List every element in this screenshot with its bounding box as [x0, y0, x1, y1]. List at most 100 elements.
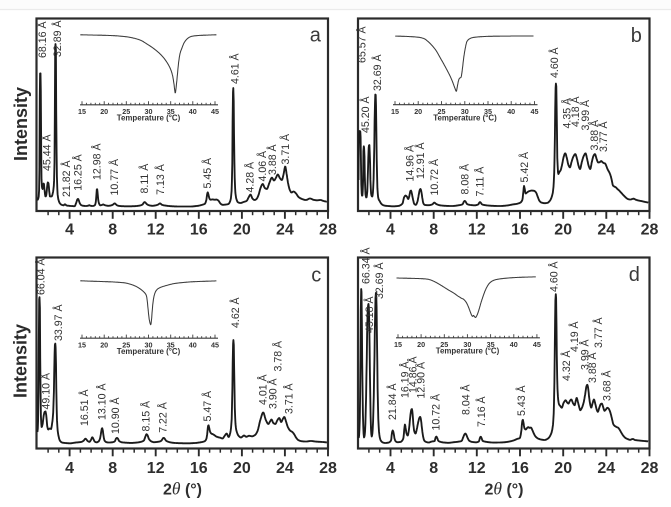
svg-text:20: 20 [554, 221, 572, 238]
svg-text:Intensity: Intensity [11, 324, 31, 398]
svg-text:20: 20 [417, 340, 425, 349]
svg-text:21.82 Å: 21.82 Å [60, 160, 73, 197]
svg-text:16.25 Å: 16.25 Å [71, 153, 84, 190]
svg-text:45: 45 [533, 340, 541, 349]
svg-text:49.10 Å: 49.10 Å [39, 372, 52, 409]
svg-text:45.18 Å: 45.18 Å [363, 296, 376, 333]
svg-text:4.60 Å: 4.60 Å [548, 260, 561, 292]
svg-text:12: 12 [468, 460, 486, 477]
svg-text:28: 28 [641, 460, 659, 477]
svg-text:40: 40 [507, 107, 515, 116]
svg-text:12: 12 [147, 221, 165, 238]
svg-text:3.77 Å: 3.77 Å [597, 120, 610, 152]
svg-text:24: 24 [597, 221, 615, 238]
svg-text:35: 35 [167, 341, 175, 350]
svg-text:4.62 Å: 4.62 Å [229, 296, 242, 328]
svg-text:8: 8 [108, 221, 117, 238]
svg-text:15: 15 [78, 107, 86, 116]
svg-text:16.19 Å: 16.19 Å [399, 361, 412, 398]
svg-text:25: 25 [440, 340, 448, 349]
svg-text:2θ (°): 2θ (°) [484, 478, 523, 498]
svg-text:10.72 Å: 10.72 Å [430, 393, 443, 430]
svg-text:4.32 Å: 4.32 Å [560, 349, 573, 381]
svg-text:5.43 Å: 5.43 Å [515, 384, 528, 416]
svg-text:Temperature (°C): Temperature (°C) [117, 114, 181, 123]
svg-text:25: 25 [122, 341, 130, 350]
svg-text:20: 20 [233, 221, 251, 238]
svg-text:4.18 Å: 4.18 Å [569, 95, 582, 127]
svg-text:66.04 Å: 66.04 Å [35, 258, 48, 295]
svg-text:12: 12 [147, 460, 165, 477]
svg-text:16: 16 [190, 221, 208, 238]
svg-text:7.13 Å: 7.13 Å [154, 163, 167, 195]
svg-text:2θ (°): 2θ (°) [163, 478, 202, 498]
svg-text:4: 4 [65, 460, 74, 477]
svg-text:12.90 Å: 12.90 Å [414, 361, 427, 398]
svg-text:16: 16 [511, 221, 529, 238]
svg-text:35: 35 [167, 107, 175, 116]
svg-text:Intensity: Intensity [11, 87, 31, 161]
svg-text:40: 40 [189, 341, 197, 350]
svg-text:28: 28 [319, 221, 337, 238]
svg-text:45: 45 [211, 107, 219, 116]
svg-text:14.86 Å: 14.86 Å [406, 356, 419, 393]
svg-text:30: 30 [463, 340, 471, 349]
svg-text:30: 30 [461, 107, 469, 116]
svg-text:12: 12 [468, 221, 486, 238]
svg-text:25: 25 [438, 107, 446, 116]
svg-text:40: 40 [189, 107, 197, 116]
svg-text:30: 30 [145, 107, 153, 116]
svg-text:45: 45 [531, 107, 539, 116]
svg-text:68.16 Å: 68.16 Å [36, 21, 49, 58]
svg-text:8: 8 [108, 460, 117, 477]
svg-text:33.97 Å: 33.97 Å [52, 304, 65, 341]
svg-text:4.28 Å: 4.28 Å [243, 161, 256, 193]
svg-text:15: 15 [394, 340, 402, 349]
svg-text:4.60 Å: 4.60 Å [548, 46, 561, 78]
svg-text:10.90 Å: 10.90 Å [109, 397, 122, 434]
svg-text:28: 28 [319, 460, 337, 477]
svg-text:4: 4 [386, 221, 395, 238]
svg-text:Temperature (°C): Temperature (°C) [117, 347, 181, 356]
svg-text:3.68 Å: 3.68 Å [601, 369, 614, 401]
svg-text:20: 20 [233, 460, 251, 477]
svg-text:13.10 Å: 13.10 Å [95, 383, 108, 420]
svg-text:5.47 Å: 5.47 Å [201, 390, 214, 422]
svg-text:32.89 Å: 32.89 Å [51, 20, 64, 57]
svg-text:28: 28 [641, 221, 659, 238]
svg-text:16: 16 [511, 460, 529, 477]
svg-text:8.15 Å: 8.15 Å [139, 400, 152, 432]
svg-text:d: d [629, 264, 640, 286]
svg-text:20: 20 [414, 107, 422, 116]
svg-text:c: c [311, 264, 321, 286]
svg-text:20: 20 [100, 341, 108, 350]
svg-text:a: a [310, 24, 322, 46]
svg-text:32.69 Å: 32.69 Å [371, 54, 384, 91]
svg-text:45.20 Å: 45.20 Å [359, 96, 372, 133]
svg-text:b: b [631, 25, 642, 47]
svg-text:5.45 Å: 5.45 Å [201, 157, 214, 189]
svg-text:4.06 Å: 4.06 Å [256, 150, 269, 182]
svg-text:45: 45 [211, 341, 219, 350]
svg-text:3.90 Å: 3.90 Å [266, 377, 279, 409]
svg-text:4.35 Å: 4.35 Å [561, 97, 574, 129]
svg-text:Temperature (°C): Temperature (°C) [436, 347, 500, 356]
svg-text:32.69 Å: 32.69 Å [373, 262, 386, 299]
svg-text:12.91 Å: 12.91 Å [414, 142, 427, 179]
svg-text:3.78 Å: 3.78 Å [272, 340, 285, 372]
svg-text:10.77 Å: 10.77 Å [108, 158, 121, 195]
svg-text:40: 40 [510, 340, 518, 349]
svg-text:20: 20 [554, 460, 572, 477]
svg-text:24: 24 [597, 460, 615, 477]
svg-text:21.84 Å: 21.84 Å [386, 383, 399, 420]
svg-text:4.01 Å: 4.01 Å [256, 373, 269, 405]
svg-text:15: 15 [78, 341, 86, 350]
svg-text:35: 35 [484, 107, 492, 116]
svg-text:16.51 Å: 16.51 Å [78, 389, 91, 426]
svg-text:12.98 Å: 12.98 Å [90, 143, 103, 180]
svg-text:3.71 Å: 3.71 Å [283, 382, 296, 414]
svg-text:24: 24 [276, 221, 294, 238]
svg-text:3.77 Å: 3.77 Å [592, 316, 605, 348]
svg-text:7.22 Å: 7.22 Å [156, 401, 169, 433]
svg-text:45.44 Å: 45.44 Å [40, 134, 53, 171]
